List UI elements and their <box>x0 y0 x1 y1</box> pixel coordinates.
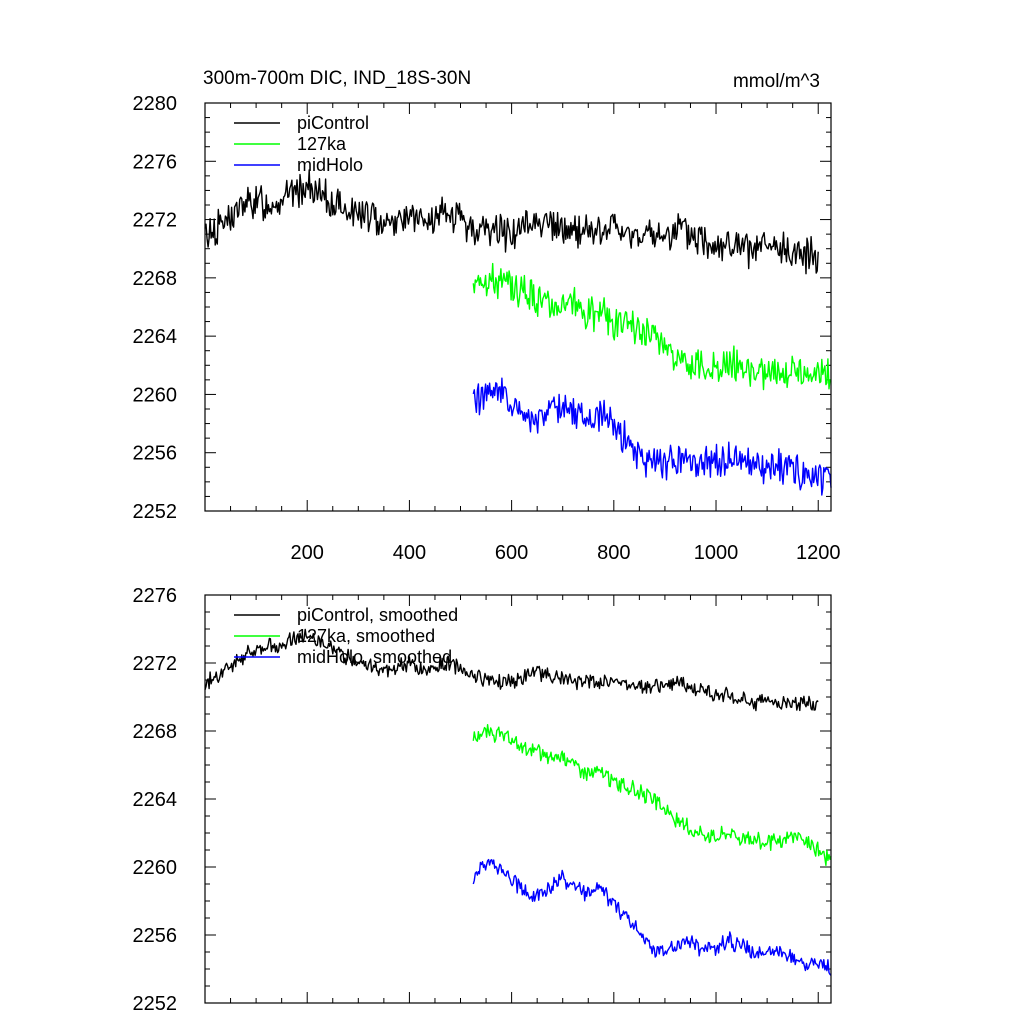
y-tick-label: 2268 <box>133 721 178 743</box>
bottom-series-midholo-smoothed-line <box>472 858 832 976</box>
y-tick-label: 2256 <box>133 925 178 947</box>
top-legend-label-picontrol: piControl <box>297 113 369 133</box>
y-tick-label: 2252 <box>133 501 178 523</box>
y-tick-label: 2268 <box>133 268 178 290</box>
top-panel-ticks <box>205 102 831 512</box>
top-series-midholo-line <box>472 377 832 496</box>
y-tick-label: 2264 <box>133 789 178 811</box>
top-panel: 300m-700m DIC, IND_18S-30N mmol/m^3 2252… <box>133 68 841 564</box>
top-series-127ka-line <box>472 262 832 391</box>
x-tick-label: 400 <box>393 542 426 564</box>
bottom-series-picontrol-smoothed-line <box>204 628 819 712</box>
y-tick-label: 2280 <box>133 93 178 115</box>
y-tick-label: 2272 <box>133 653 178 675</box>
bottom-panel-frame <box>204 594 832 1004</box>
y-tick-label: 2260 <box>133 384 178 406</box>
bottom-series-127ka-smoothed-line <box>472 724 832 866</box>
x-tick-label: 600 <box>495 542 528 564</box>
bottom-panel: 2252 2256 2260 2264 2268 2272 2276 piControl, … <box>133 585 832 1015</box>
y-tick-label: 2256 <box>133 443 178 465</box>
top-panel-plot-area <box>204 169 832 496</box>
x-tick-label: 200 <box>291 542 324 564</box>
top-panel-units: mmol/m^3 <box>733 71 820 92</box>
bottom-legend-label-picontrol-smoothed: piControl, smoothed <box>297 605 458 625</box>
top-panel-title: 300m-700m DIC, IND_18S-30N <box>203 68 471 89</box>
top-legend-label-127ka: 127ka <box>297 134 347 154</box>
top-legend-label-midholo: midHolo <box>297 155 363 175</box>
bottom-legend-label-midholo-smoothed: midHolo, smoothed <box>297 647 452 667</box>
y-tick-label: 2276 <box>133 151 178 173</box>
x-tick-label: 1000 <box>694 542 739 564</box>
top-series-picontrol-line <box>204 169 819 275</box>
y-tick-label: 2252 <box>133 993 178 1015</box>
bottom-panel-plot-area <box>204 628 832 976</box>
y-tick-label: 2264 <box>133 326 178 348</box>
x-tick-label: 800 <box>597 542 630 564</box>
y-tick-label: 2260 <box>133 857 178 879</box>
top-panel-tick-labels: 2252 2256 2260 2264 2268 2272 2276 2280 200 400 60… <box>133 93 841 564</box>
x-tick-label: 1200 <box>796 542 841 564</box>
y-tick-label: 2276 <box>133 585 178 607</box>
bottom-legend-label-127ka-smoothed: 127ka, smoothed <box>297 626 435 646</box>
bottom-panel-tick-labels: 2252 2256 2260 2264 2268 2272 2276 <box>133 585 178 1015</box>
top-panel-frame <box>204 102 832 512</box>
y-tick-label: 2272 <box>133 210 178 232</box>
